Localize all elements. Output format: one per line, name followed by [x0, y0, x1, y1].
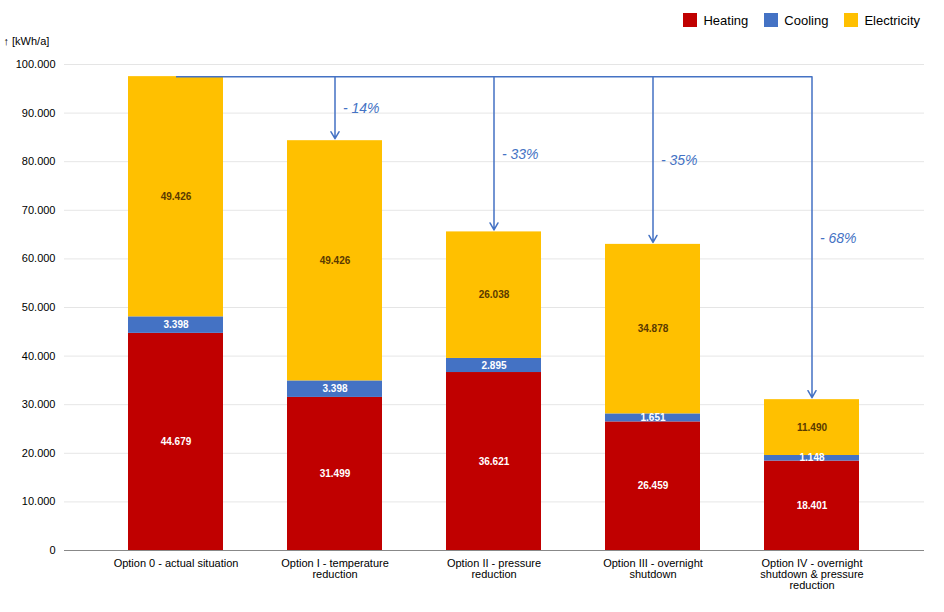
- svg-text:70.000: 70.000: [22, 204, 56, 216]
- svg-text:60.000: 60.000: [22, 252, 56, 264]
- svg-text:80.000: 80.000: [22, 155, 56, 167]
- svg-text:34.878: 34.878: [638, 323, 669, 334]
- svg-text:26.459: 26.459: [638, 480, 669, 491]
- svg-text:90.000: 90.000: [22, 107, 56, 119]
- svg-text:11.490: 11.490: [797, 422, 827, 433]
- svg-text:36.621: 36.621: [479, 456, 510, 467]
- svg-text:- 68%: - 68%: [820, 230, 857, 246]
- svg-text:1.651: 1.651: [640, 412, 665, 423]
- svg-text:Option IV - overnightshutdown: Option IV - overnightshutdown & pressure…: [760, 557, 863, 591]
- svg-text:Option III - overnightshutdown: Option III - overnightshutdown: [603, 557, 703, 580]
- svg-text:- 33%: - 33%: [502, 146, 539, 162]
- svg-text:49.426: 49.426: [320, 255, 351, 266]
- html-text:Heating: Heating: [703, 12, 749, 28]
- svg-text:Option I - temperaturereductio: Option I - temperaturereduction: [281, 557, 389, 580]
- svg-text:3.398: 3.398: [163, 319, 188, 330]
- svg-text:Option II - pressurereduction: Option II - pressurereduction: [447, 557, 541, 580]
- svg-text:1.148: 1.148: [799, 452, 824, 463]
- svg-text:30.000: 30.000: [22, 398, 56, 410]
- html-text:Electricity: Electricity: [864, 12, 920, 28]
- svg-text:0: 0: [49, 544, 55, 556]
- svg-text:40.000: 40.000: [22, 350, 56, 362]
- svg-text:- 14%: - 14%: [343, 100, 380, 116]
- svg-text:3.398: 3.398: [322, 383, 347, 394]
- svg-text:18.401: 18.401: [797, 500, 828, 511]
- svg-text:31.499: 31.499: [320, 468, 351, 479]
- svg-text:20.000: 20.000: [22, 447, 56, 459]
- svg-text:44.679: 44.679: [161, 436, 192, 447]
- svg-text:50.000: 50.000: [22, 301, 56, 313]
- html-text:Cooling: Cooling: [784, 12, 829, 28]
- svg-text:- 35%: - 35%: [661, 152, 698, 168]
- svg-text:10.000: 10.000: [22, 495, 56, 507]
- svg-text:Option 0 - actual situation: Option 0 - actual situation: [114, 557, 239, 569]
- svg-text:↑ [kWh/a]: ↑ [kWh/a]: [4, 35, 50, 47]
- svg-text:100.000: 100.000: [16, 58, 56, 70]
- svg-text:26.038: 26.038: [479, 289, 510, 300]
- svg-text:2.895: 2.895: [481, 360, 506, 371]
- svg-text:49.426: 49.426: [161, 191, 192, 202]
